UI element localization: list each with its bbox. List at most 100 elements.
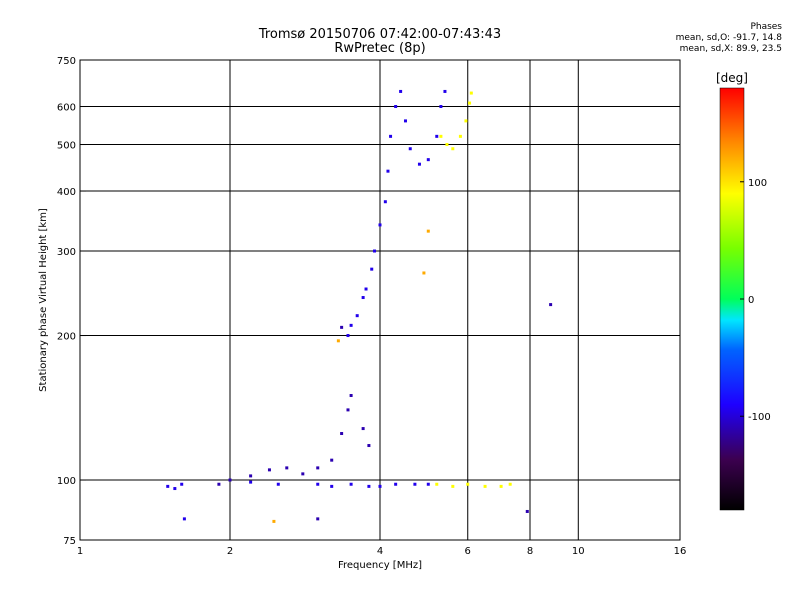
data-point — [378, 223, 382, 227]
x-tick-label: 4 — [377, 546, 383, 557]
y-tick-label: 300 — [57, 247, 76, 258]
colorbar-ticks: 100 0 -100 — [740, 178, 771, 423]
data-point — [180, 482, 184, 486]
data-point — [525, 509, 529, 513]
data-point — [349, 323, 353, 327]
data-point — [426, 229, 430, 233]
y-tick-label: 400 — [57, 187, 76, 198]
data-point — [386, 169, 390, 173]
data-point — [346, 334, 350, 338]
data-point — [373, 249, 377, 253]
data-point — [469, 91, 473, 95]
x-axis-label: Frequency [MHz] — [338, 560, 422, 571]
data-point — [217, 482, 221, 486]
x-tick-label: 8 — [527, 546, 533, 557]
data-point — [330, 484, 334, 488]
data-point — [464, 119, 468, 123]
data-point — [349, 482, 353, 486]
data-point — [451, 147, 455, 151]
data-point — [355, 314, 359, 318]
chart-title: Tromsø 20150706 07:42:00-07:43:43 RwPret… — [230, 28, 530, 56]
data-point — [408, 147, 412, 151]
data-point — [340, 432, 344, 436]
data-point — [370, 267, 374, 271]
y-tick-label: 500 — [57, 141, 76, 152]
chart-title-line1: Tromsø 20150706 07:42:00-07:43:43 — [258, 27, 502, 42]
chart-grid — [80, 60, 680, 540]
chart-title-line2: RwPretec (8p) — [334, 41, 426, 56]
phase-o-mode: mean, sd,O: -91.7, 14.8 — [675, 33, 782, 43]
data-point — [346, 408, 350, 412]
data-point — [426, 158, 430, 162]
data-point — [249, 474, 253, 478]
data-point — [443, 89, 447, 93]
data-point — [361, 296, 365, 300]
data-point — [439, 134, 443, 138]
y-axis-label: Stationary phase Virtual Height [km] — [38, 208, 49, 392]
data-point — [435, 482, 439, 486]
data-point — [249, 480, 253, 484]
plot-frame — [79, 59, 681, 541]
data-point — [508, 482, 512, 486]
data-point — [468, 101, 472, 105]
data-point — [330, 458, 334, 462]
y-tick-label: 200 — [57, 332, 76, 343]
data-point — [276, 482, 280, 486]
y-tick-label: 750 — [57, 56, 76, 67]
data-point — [285, 466, 289, 470]
data-point — [466, 482, 470, 486]
x-tick-label: 16 — [674, 546, 687, 557]
data-point — [316, 517, 320, 521]
data-point — [422, 271, 426, 275]
data-point — [182, 517, 186, 521]
y-axis-ticks: 75 100 200 300 400 500 600 750 — [57, 56, 86, 547]
colorbar-tick-label: -100 — [748, 412, 771, 423]
x-tick-label: 2 — [227, 546, 233, 557]
y-tick-label: 100 — [57, 476, 76, 487]
x-tick-label: 1 — [77, 546, 83, 557]
data-point — [445, 143, 449, 147]
data-point — [399, 89, 403, 93]
data-point — [361, 427, 365, 431]
data-point — [166, 484, 170, 488]
data-point — [417, 162, 421, 166]
phase-summary: Phases mean, sd,O: -91.7, 14.8 mean, sd,… — [676, 22, 782, 55]
x-tick-label: 10 — [572, 546, 585, 557]
y-tick-label: 600 — [57, 103, 76, 114]
data-point — [439, 105, 443, 109]
data-point — [367, 484, 371, 488]
data-point — [389, 134, 393, 138]
data-point — [367, 444, 371, 448]
data-point — [394, 105, 398, 109]
data-point — [383, 200, 387, 204]
colorbar-tick-label: 100 — [748, 178, 767, 189]
data-point — [413, 482, 417, 486]
colorbar-label: [deg] — [716, 71, 748, 85]
data-point — [426, 482, 430, 486]
data-point — [173, 487, 177, 491]
phase-heading: Phases — [750, 22, 782, 32]
data-point — [267, 468, 271, 472]
data-point — [378, 484, 382, 488]
data-point — [349, 394, 353, 398]
data-point — [336, 339, 340, 343]
data-point — [451, 484, 455, 488]
phase-x-mode: mean, sd,X: 89.9, 23.5 — [679, 44, 782, 54]
data-point — [316, 466, 320, 470]
data-point — [499, 484, 503, 488]
data-point — [228, 478, 232, 482]
data-point — [458, 134, 462, 138]
data-point — [483, 484, 487, 488]
data-point — [403, 119, 407, 123]
data-point — [316, 482, 320, 486]
data-point — [394, 482, 398, 486]
x-axis-ticks: 1 2 4 6 8 10 16 — [77, 546, 687, 557]
data-point — [435, 134, 439, 138]
data-point — [364, 287, 368, 291]
data-point — [549, 303, 553, 307]
x-tick-label: 6 — [465, 546, 471, 557]
data-point — [272, 519, 276, 523]
y-tick-label: 75 — [63, 536, 76, 547]
chart-points — [166, 89, 553, 523]
